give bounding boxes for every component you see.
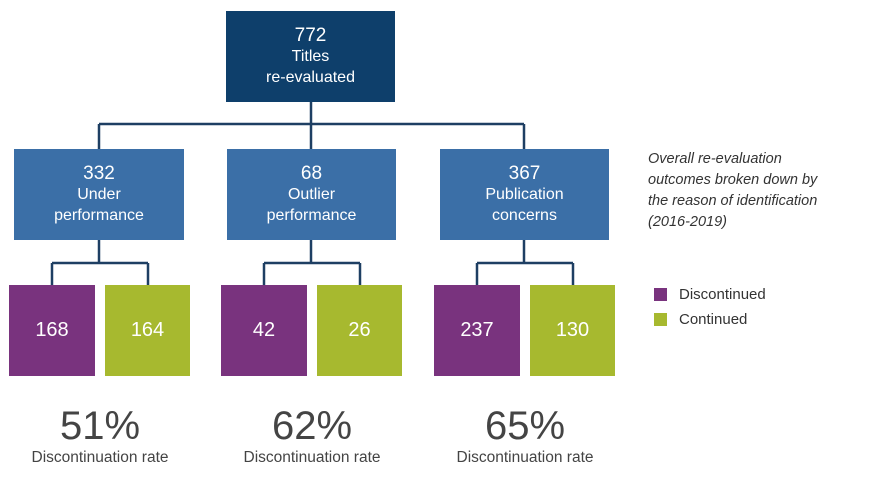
discontinuation-rate-value: 51%	[59, 404, 141, 448]
category-count: 68	[300, 163, 323, 184]
caption-line: outcomes broken down by	[648, 172, 818, 188]
legend-item-continued: Continued	[654, 307, 766, 332]
legend-label: Continued	[679, 311, 748, 328]
rate-under-performance: 51% Discontinuation rate	[4, 404, 196, 468]
continued-box-outlier-performance: 26	[317, 285, 402, 376]
continued-count: 130	[555, 319, 590, 341]
caption-line: (2016-2019)	[648, 214, 727, 230]
discontinued-count: 237	[460, 319, 494, 341]
discontinuation-rate-value: 65%	[484, 404, 566, 448]
root-count: 772	[294, 25, 327, 46]
category-label-line1: Outlier	[287, 186, 336, 203]
category-box-outlier-performance: 68 Outlier performance	[227, 149, 396, 240]
category-label-line2: performance	[266, 207, 357, 224]
discontinuation-rate-label: Discontinuation rate	[456, 449, 594, 466]
discontinued-count: 42	[252, 319, 276, 341]
category-box-under-performance: 332 Under performance	[14, 149, 184, 240]
legend-swatch-continued	[654, 313, 667, 326]
discontinuation-rate-label: Discontinuation rate	[31, 449, 169, 466]
continued-count: 26	[348, 319, 371, 341]
discontinuation-rate-value: 62%	[271, 404, 353, 448]
discontinued-box-publication-concerns: 237	[434, 285, 520, 376]
discontinued-box-outlier-performance: 42	[221, 285, 307, 376]
legend: Discontinued Continued	[654, 282, 766, 332]
continued-box-publication-concerns: 130	[530, 285, 615, 376]
discontinued-count: 168	[35, 319, 69, 341]
discontinued-box-under-performance: 168	[9, 285, 95, 376]
category-label-line2: concerns	[492, 207, 557, 224]
rate-publication-concerns: 65% Discontinuation rate	[429, 404, 621, 468]
root-label-line1: Titles	[291, 48, 330, 65]
continued-box-under-performance: 164	[105, 285, 190, 376]
root-label-line2: re-evaluated	[266, 69, 355, 86]
legend-swatch-discontinued	[654, 288, 667, 301]
caption-line: Overall re-evaluation	[648, 151, 782, 167]
category-label-line1: Publication	[485, 186, 564, 203]
continued-count: 164	[130, 319, 165, 341]
root-box: 772 Titles re-evaluated	[226, 11, 395, 102]
legend-label: Discontinued	[679, 286, 766, 303]
category-label-line2: performance	[54, 207, 144, 224]
category-box-publication-concerns: 367 Publication concerns	[440, 149, 609, 240]
caption-line: the reason of identification	[648, 193, 818, 209]
category-count: 367	[508, 163, 541, 184]
category-count: 332	[83, 163, 115, 184]
category-label-line1: Under	[77, 186, 121, 203]
legend-item-discontinued: Discontinued	[654, 282, 766, 307]
diagram-caption: Overall re-evaluation outcomes broken do…	[648, 149, 870, 233]
rate-outlier-performance: 62% Discontinuation rate	[216, 404, 408, 468]
discontinuation-rate-label: Discontinuation rate	[243, 449, 381, 466]
